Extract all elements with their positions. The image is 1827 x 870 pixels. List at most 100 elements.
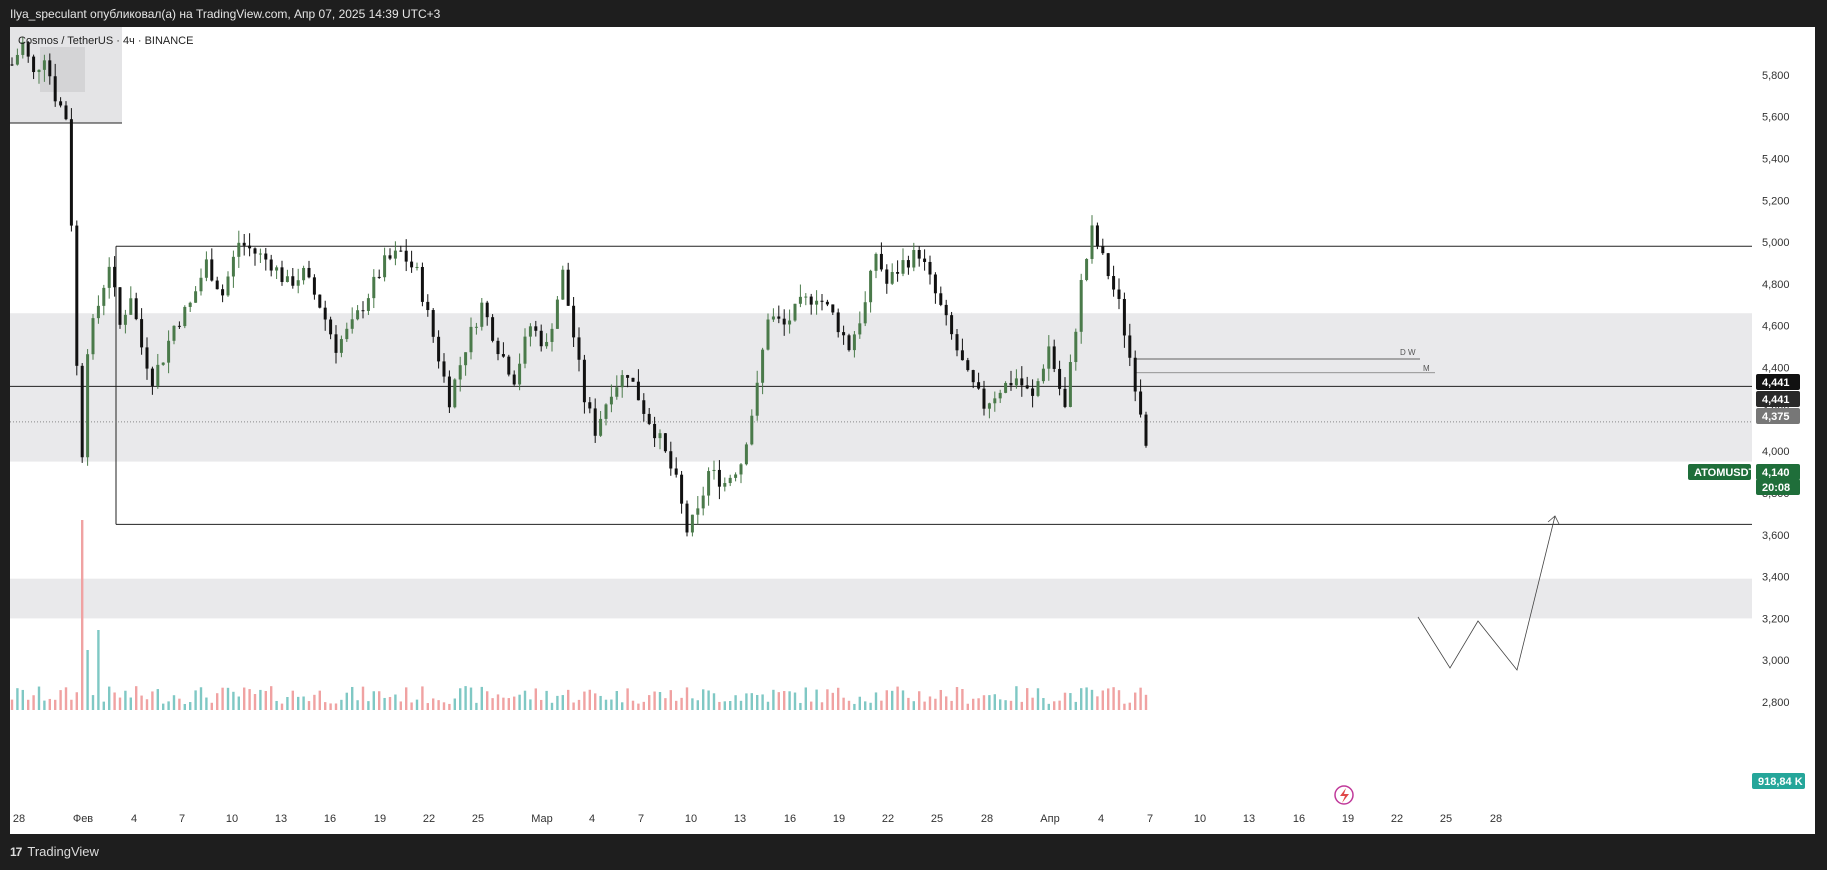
volume-bar bbox=[923, 701, 926, 710]
candle-body bbox=[1031, 388, 1035, 396]
volume-bar bbox=[599, 695, 602, 710]
candle-body bbox=[539, 330, 543, 347]
candle-body bbox=[334, 334, 338, 353]
candle-body bbox=[669, 451, 673, 469]
volume-bar bbox=[378, 691, 381, 710]
volume-bar bbox=[275, 700, 278, 710]
candle-body bbox=[809, 296, 813, 305]
x-tick-label: 10 bbox=[1194, 813, 1206, 825]
x-tick-label: 4 bbox=[589, 813, 595, 825]
footer: 17 TradingView bbox=[0, 834, 1827, 870]
candle-body bbox=[1074, 331, 1078, 363]
candles bbox=[10, 36, 1148, 537]
volume-bar bbox=[361, 686, 365, 710]
volume-bar bbox=[248, 689, 251, 710]
candle-body bbox=[906, 260, 910, 268]
symbol-title: Cosmos / TetherUS · 4ч · BINANCE bbox=[18, 35, 194, 47]
candle-body bbox=[258, 253, 262, 255]
x-tick-label: 28 bbox=[13, 813, 25, 825]
candle-body bbox=[172, 325, 176, 341]
candle-body bbox=[518, 363, 522, 385]
volume-bar bbox=[1026, 688, 1029, 710]
volume-bar bbox=[626, 688, 629, 710]
volume-bar bbox=[48, 698, 51, 710]
volume-bar bbox=[1144, 694, 1148, 710]
x-tick-label: 10 bbox=[685, 813, 697, 825]
candle-body bbox=[1101, 246, 1105, 254]
y-tick-label: 4,600 bbox=[1762, 321, 1790, 333]
candle-body bbox=[852, 334, 856, 351]
volume-bar bbox=[464, 686, 467, 710]
candle-body bbox=[690, 514, 694, 533]
volume-bar bbox=[108, 686, 111, 710]
x-tick-label: Апр bbox=[1040, 813, 1059, 825]
last-price-tag: 4,140 bbox=[1756, 464, 1800, 480]
candle-body bbox=[815, 300, 819, 305]
volume-bar bbox=[1036, 688, 1040, 710]
volume-bar bbox=[1042, 698, 1045, 710]
volume-bar bbox=[372, 691, 375, 710]
candle-body bbox=[442, 361, 446, 377]
volume-bar bbox=[950, 700, 953, 710]
volume-bar bbox=[1069, 693, 1072, 710]
candle-body bbox=[1014, 378, 1018, 386]
volume-bar bbox=[772, 689, 775, 710]
volume-bar bbox=[37, 686, 41, 710]
x-tick-label: 19 bbox=[374, 813, 386, 825]
candle-body bbox=[107, 266, 111, 288]
volume-tag: 918,84 K bbox=[1752, 773, 1805, 789]
candle-body bbox=[134, 298, 138, 320]
x-tick-label: 7 bbox=[179, 813, 185, 825]
price-chart[interactable]: D W M 5,800 5,600 5,400 5,200 5,000 4,800 4,600 4… bbox=[10, 27, 1815, 834]
candle-body bbox=[1009, 382, 1013, 386]
volume-bar bbox=[534, 688, 537, 710]
candle-body bbox=[453, 379, 457, 408]
volume-bar bbox=[621, 702, 624, 710]
candle-body bbox=[226, 276, 230, 296]
x-tick-label: 4 bbox=[131, 813, 137, 825]
volume-bar bbox=[810, 701, 813, 710]
volume-bar bbox=[945, 696, 948, 710]
volume-bar bbox=[788, 691, 791, 710]
y-tick-label: 5,400 bbox=[1762, 154, 1790, 166]
candle-body bbox=[113, 266, 117, 288]
candle-body bbox=[404, 250, 408, 262]
volume-bar bbox=[199, 687, 203, 710]
candle-body bbox=[1085, 258, 1089, 280]
candle-body bbox=[555, 299, 559, 329]
volume-tag-bg bbox=[1752, 773, 1805, 789]
y-tick-label: 3,600 bbox=[1762, 530, 1790, 542]
demand-zone-0 bbox=[10, 313, 1752, 462]
candle-body bbox=[788, 320, 792, 325]
tradingview-logo[interactable]: 17 TradingView bbox=[10, 844, 99, 859]
candle-body bbox=[896, 272, 900, 274]
volume-bar bbox=[421, 686, 424, 710]
volume-bar bbox=[162, 703, 165, 710]
candle-body bbox=[118, 287, 122, 325]
candle-body bbox=[161, 362, 165, 365]
volume-bar bbox=[91, 695, 95, 710]
candle-body bbox=[302, 267, 306, 281]
candle-body bbox=[480, 302, 484, 327]
volume-bar bbox=[993, 694, 996, 710]
volume-bar bbox=[135, 686, 138, 710]
candle-body bbox=[366, 298, 370, 311]
candle-body bbox=[1106, 253, 1110, 277]
volume-bar bbox=[966, 703, 969, 710]
candle-body bbox=[620, 375, 624, 388]
candle-body bbox=[885, 269, 889, 284]
volume-bar bbox=[696, 700, 699, 710]
chart-area[interactable]: D W M 5,800 5,600 5,400 5,200 5,000 4,800 4,600 4… bbox=[10, 27, 1815, 834]
volume-bar bbox=[766, 701, 770, 710]
x-tick-label: Фев bbox=[73, 813, 93, 825]
volume-bar bbox=[97, 630, 100, 710]
candle-body bbox=[269, 259, 273, 271]
candle-body bbox=[296, 280, 300, 286]
x-tick-label: 13 bbox=[275, 813, 287, 825]
volume-bar bbox=[669, 690, 672, 710]
candle-body bbox=[474, 326, 478, 328]
candle-body bbox=[1036, 381, 1040, 396]
candle-body bbox=[501, 354, 505, 357]
candle-body bbox=[842, 332, 846, 336]
m-price-tag: 4,375 bbox=[1756, 408, 1800, 424]
